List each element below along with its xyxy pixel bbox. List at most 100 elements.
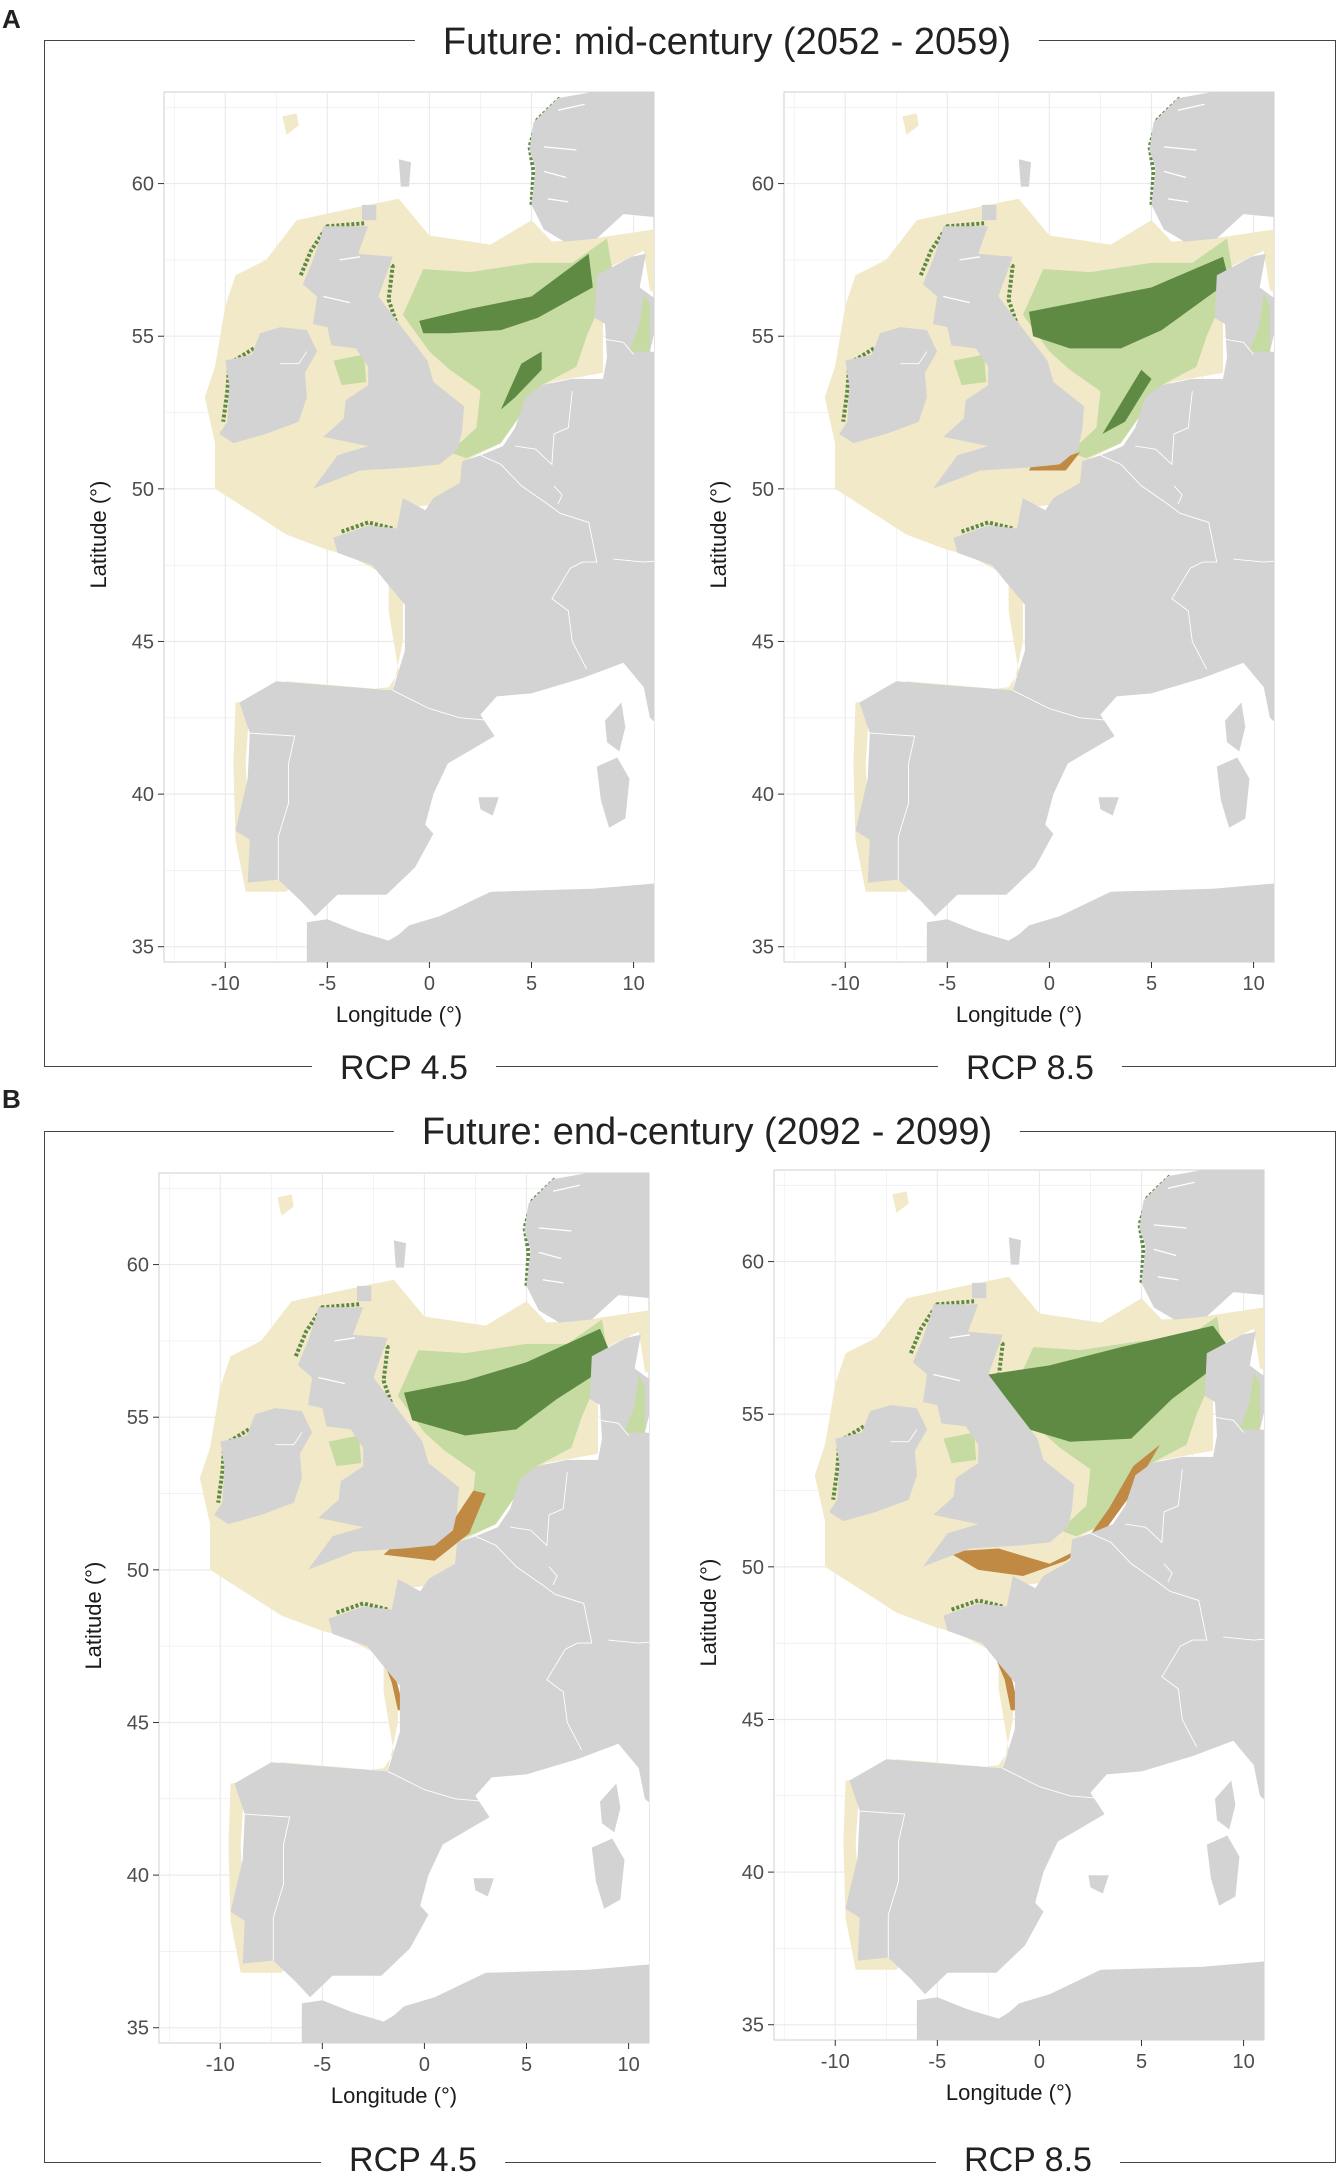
x-tick-label: 10 [1242, 973, 1264, 995]
panel-a-right-scenario: RCP 8.5 [938, 1048, 1122, 1088]
country-border [280, 351, 308, 365]
panel-letter-a: A [2, 4, 21, 34]
land-north-africa [301, 1960, 649, 2043]
country-border [1223, 1636, 1264, 1641]
land-north-africa [306, 879, 654, 962]
fjord-line [1167, 1181, 1195, 1189]
land-ireland [839, 327, 938, 444]
country-border [275, 1432, 303, 1446]
x-tick-label: -10 [211, 973, 240, 995]
y-tick-label: 60 [127, 1255, 149, 1277]
habitat-moderate-irish-sea [953, 354, 987, 386]
y-tick-label: 45 [127, 1712, 149, 1734]
land-continent [230, 1173, 649, 2043]
y-tick-label: 55 [127, 1407, 149, 1429]
country-border [515, 391, 573, 466]
land-north-africa [926, 879, 1274, 962]
fjord-line [543, 170, 567, 179]
land-shetland [393, 1240, 406, 1268]
fjord-line [1163, 170, 1187, 179]
land-sardinia-top [591, 1838, 625, 1909]
country-border [608, 1639, 649, 1644]
x-tick-label: 10 [617, 2054, 639, 2076]
fjords [933, 1181, 1195, 1382]
land [214, 1173, 649, 2043]
fjord-line [1157, 1276, 1179, 1281]
x-axis-title: Longitude (°) [946, 2080, 1072, 2105]
y-tick-label: 45 [752, 631, 774, 653]
land [219, 92, 654, 962]
country-border [900, 351, 928, 365]
fjord-line [1167, 198, 1189, 203]
country-border [387, 1770, 490, 1803]
country-border [475, 1535, 593, 1751]
country-border [859, 1810, 906, 1958]
x-tick-label: 10 [1232, 2051, 1254, 2073]
habitat-moderate-irish-sea [943, 1432, 977, 1464]
land-sardinia-top [596, 757, 630, 828]
baltic-sea [644, 1415, 649, 1433]
habitat-high [419, 253, 593, 334]
x-axis-title: Longitude (°) [336, 1002, 462, 1027]
y-tick-label: 35 [742, 2015, 764, 2037]
x-tick-label: -5 [318, 973, 336, 995]
coastal-habitat [918, 221, 985, 276]
y-tick-label: 40 [127, 1865, 149, 1887]
country-border [1163, 1563, 1173, 1583]
land-orkney [982, 204, 997, 221]
country-border [1125, 1469, 1183, 1544]
fjords [323, 103, 585, 304]
panel-b-right-scenario: RCP 8.5 [936, 2140, 1120, 2180]
land-ireland [219, 327, 318, 444]
mediterranean-sea [381, 1743, 649, 2007]
map-layers [774, 1170, 1264, 2040]
mediterranean-sea [386, 662, 654, 926]
y-tick-label: 55 [752, 326, 774, 348]
coastal-habitat [298, 221, 365, 276]
coastal-habitat [908, 1299, 975, 1354]
habitat-high [1102, 369, 1152, 434]
fjord-line [1177, 103, 1205, 111]
x-tick-label: 0 [1034, 2051, 1045, 2073]
y-tick-label: 60 [742, 1252, 764, 1274]
country-borders [249, 338, 654, 880]
country-border [1173, 485, 1183, 505]
fjord-line [1163, 146, 1197, 151]
land-sardinia-top [1206, 1835, 1240, 1906]
x-tick-label: 0 [424, 973, 435, 995]
y-tick-label: 50 [752, 479, 774, 501]
land-orkney [357, 1285, 372, 1302]
y-tick-label: 35 [132, 937, 154, 959]
land-balearic-top [1088, 1875, 1109, 1894]
y-tick-label: 55 [132, 326, 154, 348]
y-axis-title: Latitude (°) [86, 481, 111, 589]
land-shetland [1018, 159, 1031, 187]
panel-letter-b: B [2, 1084, 21, 1114]
x-tick-label: 5 [521, 2054, 532, 2076]
x-tick-label: -5 [928, 2051, 946, 2073]
x-tick-label: 0 [419, 2054, 430, 2076]
fjord-line [543, 146, 577, 151]
panel-a-title: Future: mid-century (2052 - 2059) [414, 20, 1040, 64]
kattegat-habitat [1239, 1371, 1260, 1430]
x-tick-label: 5 [526, 973, 537, 995]
x-tick-label: 5 [1146, 973, 1157, 995]
x-tick-label: -10 [831, 973, 860, 995]
habitat-moderate-irish-sea [333, 354, 367, 386]
coastal-habitat [293, 1302, 360, 1357]
fjord-line [933, 1373, 960, 1382]
kattegat-habitat [624, 1374, 645, 1433]
land-balearic-top [473, 1878, 494, 1897]
land [839, 92, 1274, 962]
fjord-line [542, 1279, 564, 1284]
y-tick-label: 40 [752, 784, 774, 806]
y-tick-label: 55 [742, 1404, 764, 1426]
fjord-line [1153, 1248, 1177, 1257]
land-shetland [1008, 1237, 1021, 1265]
land-great-britain [912, 1304, 1075, 1567]
x-axis-title: Longitude (°) [331, 2083, 457, 2108]
country-border [890, 1429, 918, 1443]
x-tick-label: 10 [622, 973, 644, 995]
fjords [318, 1184, 580, 1385]
country-borders [869, 338, 1274, 880]
